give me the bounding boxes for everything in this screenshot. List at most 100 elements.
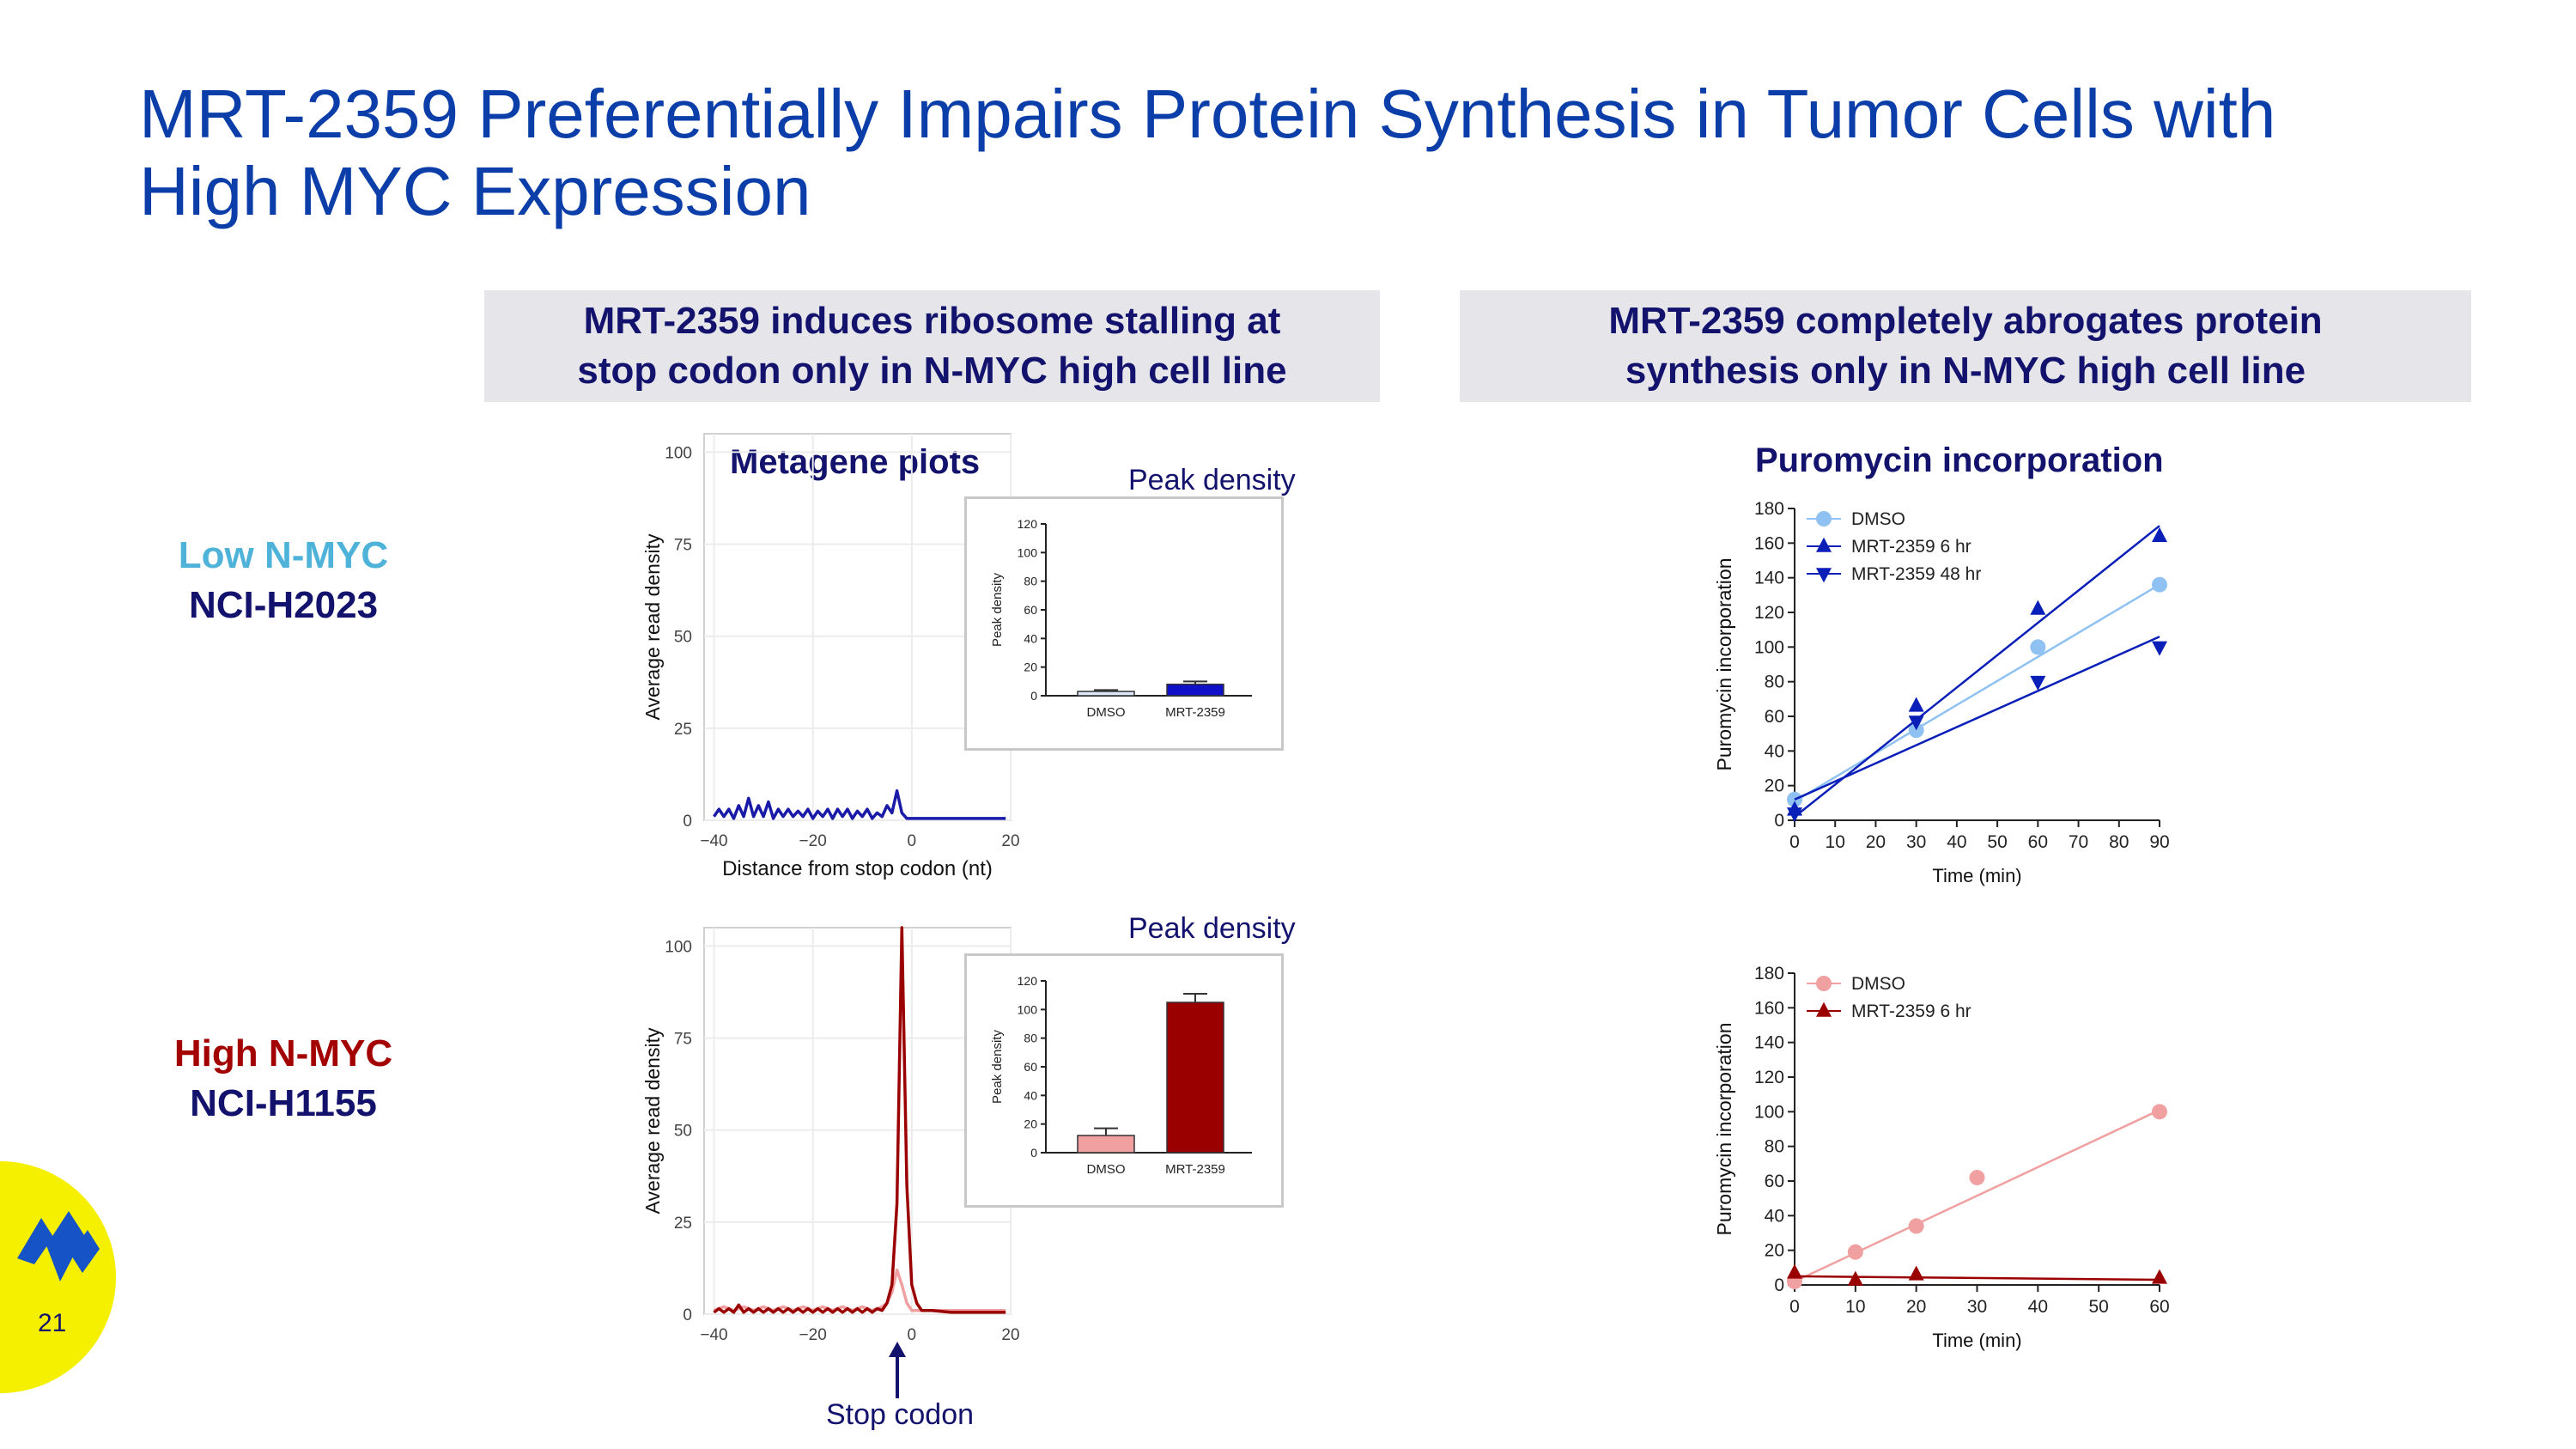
y-axis-label: Puromycin incorporation [1713,1022,1735,1235]
right-panel-header-line2: synthesis only in N-MYC high cell line [1625,350,2306,392]
x-tick-label: 0 [1789,832,1800,852]
data-point [2030,639,2046,655]
data-point [1816,568,1832,583]
x-tick-label: 70 [2069,832,2088,852]
y-tick-label: 20 [1024,661,1037,674]
legend-label: MRT-2359 6 hr [1851,1002,1971,1021]
y-tick-label: 0 [1030,1146,1037,1160]
y-tick-label: 100 [665,938,692,956]
y-tick-label: 20 [1765,1241,1784,1261]
left-panel-header-line1: MRT-2359 induces ribosome stalling at [583,300,1281,342]
x-tick-label: −20 [799,1326,827,1344]
slide-title: MRT-2359 Preferentially Impairs Protein … [139,76,2543,230]
y-tick-label: 140 [1754,1033,1784,1053]
y-tick-label: 80 [1024,1032,1037,1045]
fit-line-dmso [1794,583,2160,802]
data-point [1787,1263,1802,1279]
company-logo-icon [17,1211,100,1282]
y-tick-label: 140 [1754,569,1784,588]
right-panel-header-line1: MRT-2359 completely abrogates protein [1608,300,2323,342]
data-point [2152,1104,2167,1120]
data-point [1969,1169,1985,1185]
low-nmyc-label-group: Low N-MYC NCI-H2023 [112,531,455,630]
y-tick-label: 60 [1024,1060,1037,1074]
y-tick-label: 100 [1018,1002,1038,1016]
low-nmyc-cell-line: NCI-H2023 [188,584,379,626]
data-point [2152,527,2167,543]
y-tick-label: 40 [1765,741,1784,761]
legend-label: MRT-2359 48 hr [1851,564,1981,584]
high-nmyc-cell-line: NCI-H1155 [190,1082,377,1124]
legend-label: DMSO [1851,509,1905,529]
y-tick-label: 50 [674,629,692,647]
category-label: DMSO [1087,1162,1126,1177]
x-axis-label: Distance from stop codon (nt) [722,857,993,880]
data-point [2152,576,2167,593]
x-tick-label: 80 [2109,832,2129,852]
y-tick-label: 100 [1754,1102,1784,1122]
data-point [1908,715,1924,731]
y-tick-label: 40 [1765,1206,1784,1226]
y-tick-label: 60 [1765,1172,1784,1191]
data-point [1816,537,1832,552]
category-label: MRT-2359 [1165,1162,1225,1177]
y-tick-label: 0 [683,1306,692,1324]
data-point [1908,1218,1924,1234]
legend-label: DMSO [1851,974,1905,994]
data-point [2030,600,2046,615]
left-panel-header: MRT-2359 induces ribosome stalling at st… [484,290,1380,402]
x-tick-label: 20 [1906,1297,1926,1317]
x-axis-label: Time (min) [1932,865,2021,886]
data-point [1847,1270,1863,1286]
data-point [2152,1269,2167,1284]
y-tick-label: 80 [1024,575,1037,588]
y-axis-label: Peak density [990,573,1005,647]
y-tick-label: 100 [1018,545,1038,559]
y-tick-label: 0 [683,813,692,831]
y-tick-label: 160 [1754,998,1784,1018]
x-tick-label: 30 [1906,832,1926,852]
data-point [1847,1244,1863,1260]
x-tick-label: 0 [908,1326,917,1344]
y-tick-label: 0 [1030,689,1037,703]
y-tick-label: 80 [1765,673,1784,692]
y-axis-label: Puromycin incorporation [1713,557,1735,770]
peak-density-title-bottom: Peak density [1128,912,1296,945]
y-tick-label: 100 [1754,637,1784,657]
data-point [1816,1002,1832,1017]
x-tick-label: 60 [2149,1297,2169,1317]
x-tick-label: −40 [700,1326,727,1344]
bar-mrt-2359 [1166,683,1224,697]
y-tick-label: 120 [1754,603,1784,623]
y-tick-label: 120 [1018,517,1038,531]
y-tick-label: 60 [1765,707,1784,727]
category-label: MRT-2359 [1165,705,1225,720]
right-panel-header: MRT-2359 completely abrogates protein sy… [1460,290,2471,402]
y-tick-label: 75 [674,1031,692,1049]
slide-title-line1: MRT-2359 Preferentially Impairs Protein … [139,76,2276,152]
x-tick-label: 90 [2149,832,2169,852]
puromycin-title: Puromycin incorporation [1755,441,2164,479]
series-line-mrt-2359 [713,926,1006,1314]
y-tick-label: 20 [1024,1117,1037,1131]
inset-frame [964,953,1284,1208]
fit-line-mrt-2359-48-hr [1794,636,2160,801]
y-tick-label: 20 [1765,776,1784,796]
y-tick-label: 40 [1024,631,1037,645]
x-tick-label: 0 [908,832,917,850]
metagene-title: Metagene plots [730,443,981,481]
bar-dmso [1077,1135,1135,1154]
data-point [1816,511,1832,527]
y-tick-label: 180 [1754,499,1784,519]
data-point [1816,976,1832,991]
series-line-mrt-2359 [713,788,1006,820]
y-tick-label: 160 [1754,533,1784,553]
puromycin-low-chart: 0 20 40 60 80 100 120 140 160 180 0 10 20 30 40 50 60 70 8… [1713,499,2170,886]
slide-title-line2: High MYC Expression [139,153,811,229]
data-point [2152,641,2167,656]
x-tick-label: 40 [1947,832,1966,852]
page-number: 21 [38,1309,67,1337]
x-tick-label: 30 [1967,1297,1987,1317]
y-tick-label: 75 [674,537,692,555]
x-tick-label: 0 [1789,1297,1800,1317]
